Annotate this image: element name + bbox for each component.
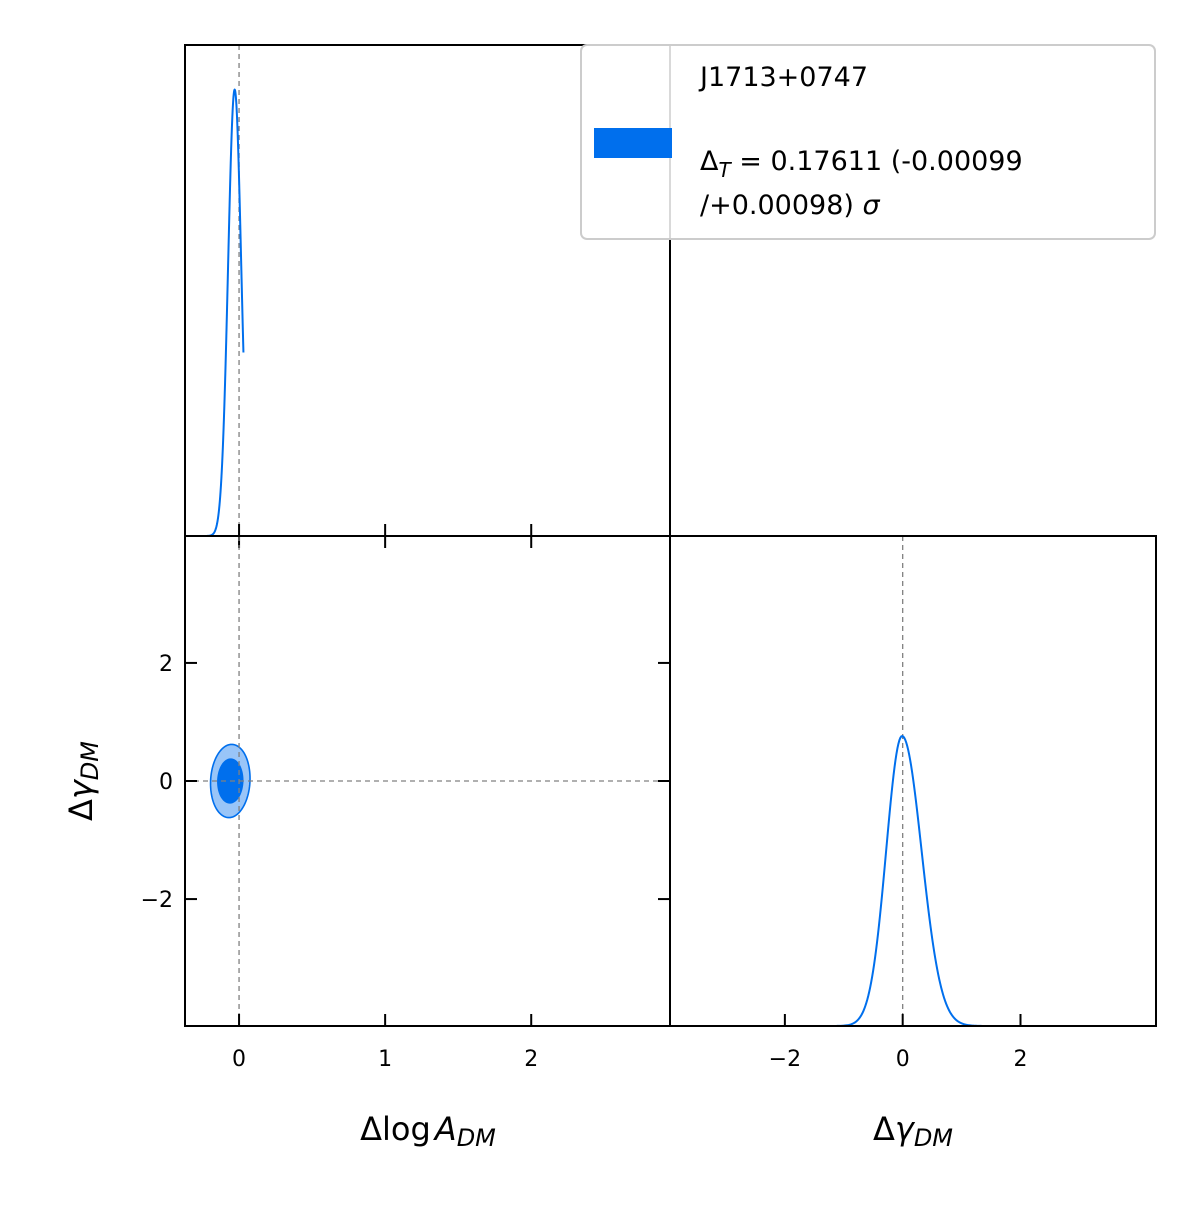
- panel-frame-bottom-right: [669, 535, 1157, 1027]
- tick-label-log-a-dm-0: 0: [232, 1047, 246, 1072]
- x-axis-label-gamma-dm: ΔγDM: [873, 1110, 953, 1152]
- legend-delta-line1: ΔT = 0.17611 (-0.00099: [700, 146, 1023, 182]
- legend: J1713+0747 ΔT = 0.17611 (-0.00099 /+0.00…: [580, 44, 1156, 240]
- tick-label-gamma-dm-y-0: −2: [141, 888, 173, 913]
- y-axis-label-gamma-dm: ΔγDM: [62, 741, 104, 821]
- panel-marginal-gamma-dm: [669, 535, 1157, 1027]
- ticks-bottom-right-panel: [783, 1014, 1022, 1026]
- tick-label-gamma-dm-y-1: 0: [159, 770, 173, 795]
- x-axis-label-log-a-dm: Δlog ADM: [360, 1110, 496, 1152]
- tick-label-gamma-dm-x-2: 2: [1014, 1047, 1028, 1072]
- tick-label-log-a-dm-1: 1: [378, 1047, 392, 1072]
- tick-label-gamma-dm-x-1: 0: [896, 1047, 910, 1072]
- legend-delta-line2: /+0.00098) σ: [700, 190, 881, 221]
- tick-label-log-a-dm-2: 2: [524, 1047, 538, 1072]
- tick-labels: 0 1 2 −2 0 2 −2 0 2: [141, 652, 1028, 1072]
- ticks-bottom-left-panel: [185, 661, 670, 1026]
- tick-label-gamma-dm-y-2: 2: [159, 652, 173, 677]
- panel-2d-contour: [184, 535, 671, 1027]
- legend-box: [580, 44, 1156, 240]
- tick-label-gamma-dm-x-0: −2: [769, 1047, 801, 1072]
- legend-swatch: [594, 128, 672, 158]
- legend-label: J1713+0747: [698, 62, 868, 93]
